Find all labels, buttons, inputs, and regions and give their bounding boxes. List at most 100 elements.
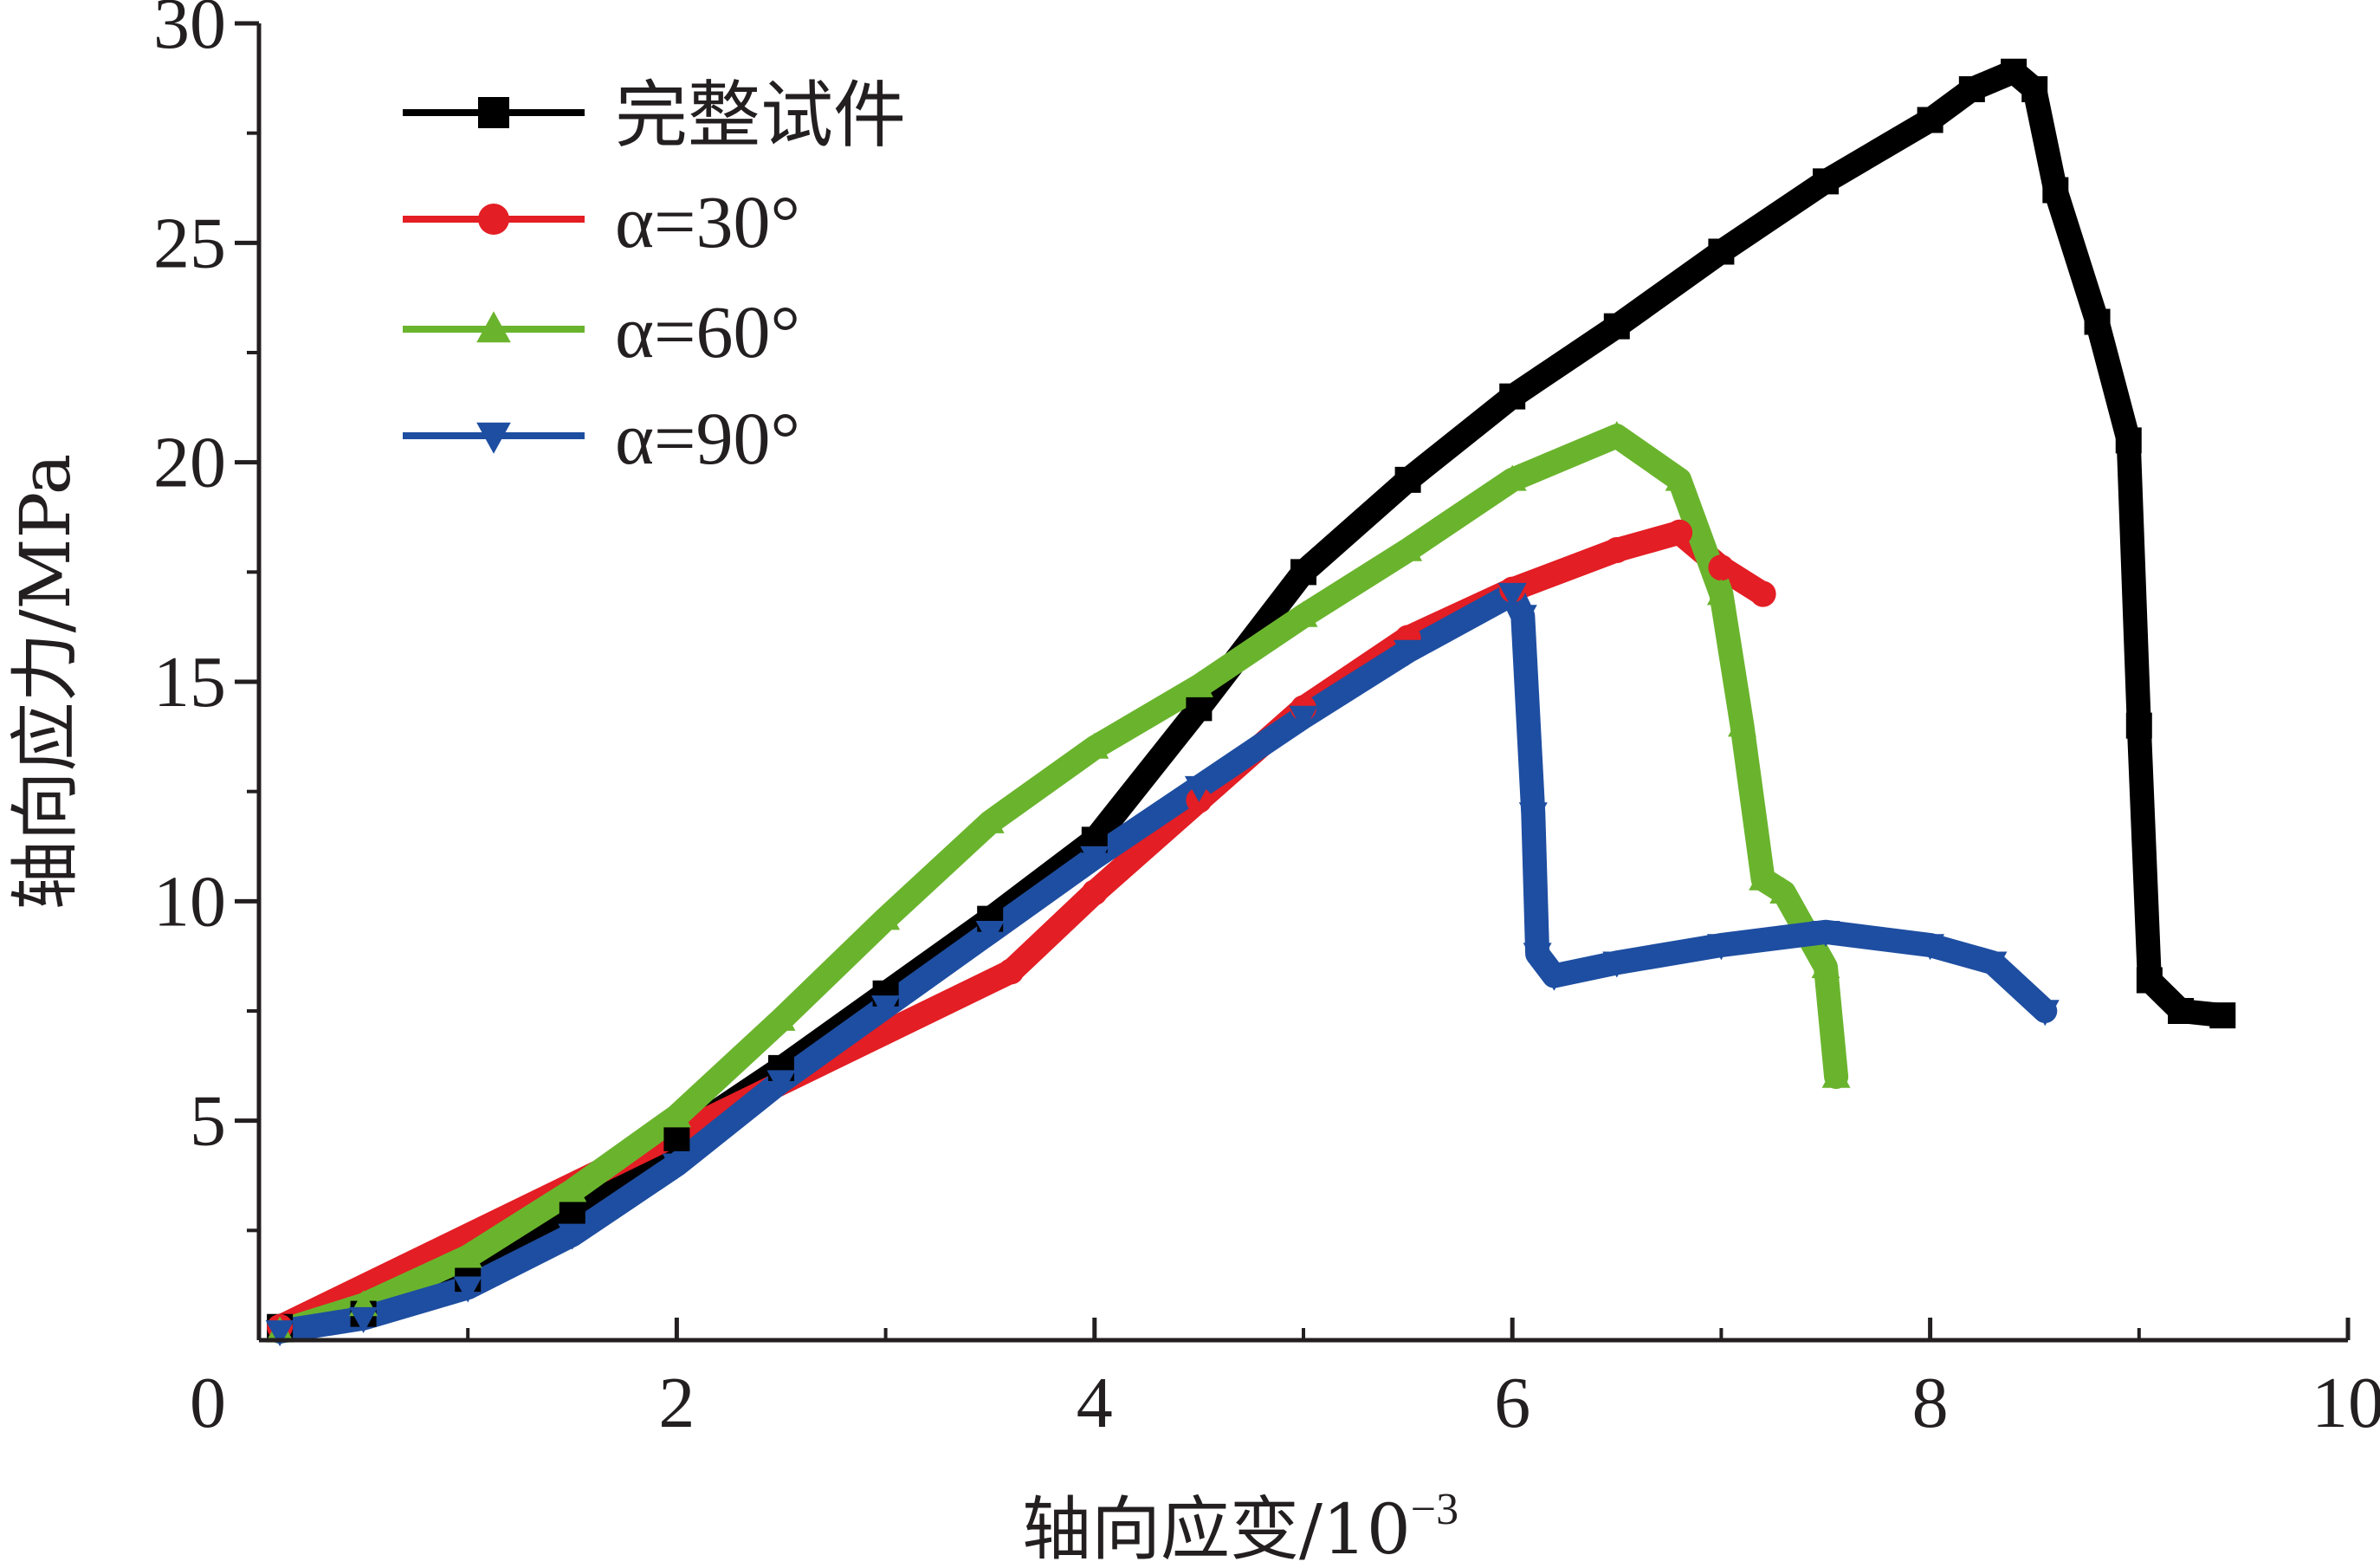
y-tick-label: 20 [153, 423, 226, 503]
data-point-alpha-90 [1706, 934, 1736, 961]
data-point-alpha-60 [662, 1101, 691, 1128]
data-point-alpha-90 [1602, 951, 1632, 978]
y-tick-label: 25 [153, 203, 226, 283]
x-tick-label: 10 [2312, 1363, 2380, 1443]
data-point-intact [2168, 998, 2195, 1024]
data-point-alpha-60 [1497, 464, 1527, 491]
y-tick-label: 15 [153, 642, 226, 722]
x-axis-title-text: 轴向应变/10 [1022, 1489, 1411, 1568]
data-point-intact [1813, 168, 1839, 195]
data-point-alpha-60 [558, 1176, 587, 1202]
data-point-intact [1958, 76, 1985, 102]
legend-marker [476, 311, 511, 343]
plot-markers [265, 58, 2236, 1347]
data-point-intact [2209, 1002, 2236, 1029]
data-point-alpha-90 [1978, 951, 2008, 978]
x-tick-label: 8 [1912, 1363, 1949, 1443]
x-axis-title-exponent: −3 [1411, 1485, 1458, 1534]
legend-entry-alpha-30: α=30° [403, 180, 800, 263]
legend-label: α=30° [615, 180, 800, 263]
y-tick-label: 30 [153, 0, 226, 64]
x-tick-label: 6 [1494, 1363, 1530, 1443]
legend-label: α=60° [615, 290, 800, 373]
data-point-alpha-30 [1081, 879, 1108, 906]
data-point-intact [1917, 107, 1943, 133]
data-point-intact [1394, 466, 1421, 493]
data-point-alpha-90 [558, 1223, 587, 1250]
legend-entry-alpha-90: α=90° [403, 397, 800, 480]
x-axis-title: 轴向应变/10−3 [1022, 1485, 1458, 1568]
data-point-alpha-90 [871, 995, 901, 1022]
data-point-intact [2042, 177, 2069, 204]
data-point-intact [663, 1124, 690, 1151]
data-point-alpha-60 [1289, 600, 1318, 627]
y-tick-label: 10 [153, 861, 226, 942]
data-point-alpha-60 [766, 1004, 796, 1031]
data-point-alpha-90 [1523, 943, 1552, 969]
data-point-alpha-60 [1811, 952, 1840, 979]
data-point-intact [2084, 308, 2111, 335]
y-axis-ticks: 5 10 15 20 25 30 [153, 0, 259, 1233]
legend: 完整试件 α=30° α=60° α=90° [403, 73, 906, 480]
legend-entry-intact: 完整试件 [403, 73, 906, 158]
data-point-alpha-60 [1665, 464, 1694, 491]
data-point-alpha-90 [975, 921, 1005, 948]
legend-label: α=90° [615, 397, 800, 480]
legend-entry-alpha-60: α=60° [403, 290, 800, 373]
data-point-alpha-60 [1080, 732, 1109, 759]
data-point-intact [2021, 76, 2048, 102]
data-point-alpha-30 [1749, 580, 1776, 607]
x-axis-ticks: 2 4 6 8 10 0 [190, 1318, 2380, 1443]
data-point-alpha-90 [349, 1306, 378, 1333]
x-tick-label: 0 [190, 1363, 226, 1443]
data-point-alpha-90 [1184, 775, 1213, 802]
x-tick-label: 4 [1077, 1363, 1113, 1443]
data-point-alpha-90 [1539, 964, 1568, 991]
data-point-alpha-90 [2030, 1000, 2060, 1027]
data-point-intact [1603, 313, 1630, 340]
data-point-alpha-60 [1706, 579, 1736, 606]
data-point-intact [1081, 826, 1108, 853]
data-point-alpha-90 [453, 1276, 482, 1303]
x-tick-label: 2 [658, 1363, 695, 1443]
data-point-alpha-60 [871, 904, 901, 930]
data-point-alpha-60 [453, 1241, 482, 1268]
y-tick-label: 5 [190, 1081, 226, 1162]
data-point-alpha-90 [1508, 605, 1537, 632]
data-point-alpha-90 [1080, 846, 1109, 872]
data-point-alpha-60 [1394, 535, 1423, 561]
data-point-alpha-60 [1821, 1061, 1851, 1088]
legend-marker [476, 422, 511, 454]
legend-marker [478, 97, 509, 128]
data-point-alpha-90 [1289, 705, 1318, 732]
data-point-alpha-90 [1394, 639, 1423, 666]
data-point-alpha-60 [1749, 864, 1778, 891]
data-point-intact [1186, 695, 1213, 722]
data-point-intact [559, 1200, 585, 1227]
data-point-alpha-30 [1603, 537, 1630, 563]
data-point-intact [2001, 58, 2028, 85]
data-point-intact [2125, 712, 2152, 739]
data-point-alpha-90 [265, 1320, 294, 1347]
plot-curves [268, 59, 2235, 1344]
series-line-intact [268, 59, 2235, 1339]
data-point-intact [1499, 383, 1526, 410]
data-point-alpha-90 [1916, 934, 1945, 961]
data-point-alpha-90 [1518, 802, 1548, 829]
legend-marker [478, 204, 509, 235]
data-point-alpha-30 [1666, 519, 1693, 546]
data-point-alpha-60 [1602, 421, 1632, 448]
data-point-alpha-60 [1184, 671, 1213, 697]
data-point-alpha-90 [766, 1070, 796, 1097]
y-axis-title: 轴向应力/MPa [5, 454, 86, 910]
data-point-alpha-90 [662, 1153, 691, 1180]
data-point-alpha-60 [1769, 877, 1799, 904]
data-point-alpha-30 [1708, 554, 1735, 581]
data-point-alpha-30 [998, 958, 1025, 985]
legend-label: 完整试件 [615, 73, 906, 158]
data-point-intact [1708, 238, 1735, 265]
data-point-alpha-60 [1728, 710, 1757, 737]
data-point-alpha-90 [1497, 582, 1527, 609]
data-point-alpha-60 [975, 807, 1005, 833]
